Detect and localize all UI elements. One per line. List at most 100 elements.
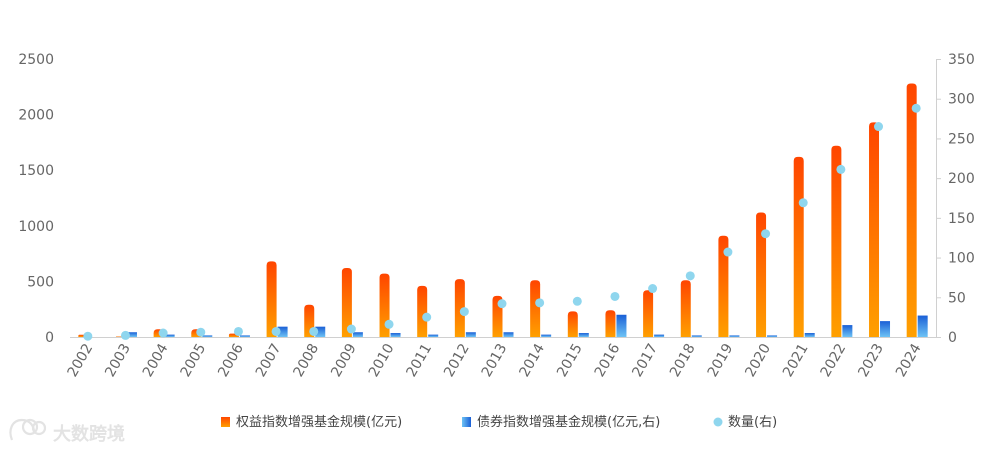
x-tick-label: 2019 [705,341,737,380]
legend: 权益指数增强基金规模(亿元) 债券指数增强基金规模(亿元,右) 数量(右) [221,414,777,430]
watermark-text: 大数跨境 [53,423,125,445]
legend-label-count: 数量(右) [728,415,777,430]
dot-count [648,284,658,294]
dot-count [911,103,921,113]
elephant-logo-icon [9,418,47,441]
bar-equity [567,311,578,337]
bar-equity [793,156,804,337]
x-tick-label: 2008 [291,341,323,380]
x-tick-label: 2009 [328,341,360,380]
legend-item-bond[interactable]: 债券指数增强基金规模(亿元,右) [462,414,660,430]
bar-bond [842,325,853,337]
dot-count [610,291,620,301]
dot-count [798,198,808,208]
dot-count [196,327,206,337]
dot-count [309,326,319,336]
bar-bond [239,335,250,337]
dot-count [233,326,243,336]
x-tick-label: 2016 [592,341,624,380]
bar-bond [126,332,137,337]
bar-bond [654,334,665,337]
bar-equity [869,122,880,337]
bar-equity [718,235,729,337]
bar-equity [831,145,842,337]
y-right-tick-label: 300 [948,92,975,108]
bar-equity [341,268,352,337]
bar-equity [643,290,654,337]
dot-count [459,307,469,317]
x-tick-label: 2013 [479,341,511,380]
bar-bond [352,332,363,337]
legend-swatch-equity [221,417,230,427]
dot-count [497,299,507,309]
bar-bond [578,333,589,337]
bar-equity [530,280,541,337]
x-tick-label: 2011 [403,341,435,380]
legend-swatch-bond [462,417,471,427]
x-tick-label: 2010 [366,341,398,380]
bar-bond [503,332,514,337]
bar-equity [756,212,767,337]
dot-count [158,328,168,338]
x-tick-label: 2021 [780,341,812,380]
x-tick-label: 2024 [893,341,925,380]
dot-count [874,122,884,132]
legend-item-equity[interactable]: 权益指数增强基金规模(亿元) [221,414,402,430]
y-right-tick-label: 150 [948,211,975,227]
bar-bond [804,333,815,337]
bar-bond [729,335,740,337]
dot-count [120,330,130,340]
y-left-tick-label: 0 [45,330,54,346]
x-tick-label: 2022 [818,341,850,380]
x-tick-label: 2012 [441,341,473,380]
y-right-tick-label: 0 [948,330,957,346]
dot-count [346,324,356,334]
y-right-tick-label: 350 [948,52,975,68]
x-tick-label: 2003 [102,341,134,380]
x-tick-label: 2004 [140,341,172,380]
legend-item-count[interactable]: 数量(右) [713,415,778,430]
x-tick-label: 2023 [855,341,887,380]
y-right-tick-label: 50 [948,290,966,306]
x-tick-label: 2015 [554,341,586,380]
legend-swatch-count [713,417,723,427]
x-tick-label: 2017 [629,341,661,380]
x-tick-label: 2006 [215,341,247,380]
dot-count [535,298,545,308]
x-tick-label: 2007 [253,341,285,380]
bar-bond [428,334,439,337]
dot-count [761,229,771,239]
bar-bond [390,333,401,337]
dot-count [723,247,733,257]
y-right-tick-label: 250 [948,131,975,147]
y-left-tick-label: 1000 [18,219,54,235]
y-left-tick-label: 2500 [18,52,54,68]
y-left-tick-label: 500 [27,274,54,290]
bar-equity [605,310,616,337]
bar-equity [906,83,917,338]
y-left-tick-label: 2000 [18,108,54,124]
bar-equity [417,285,428,337]
dot-count [271,326,281,336]
dot-count [685,271,695,281]
x-tick-label: 2002 [65,341,97,380]
legend-label-equity: 权益指数增强基金规模(亿元) [236,414,402,430]
x-tick-label: 2005 [178,341,210,380]
bar-bond [164,334,175,337]
bar-bond [616,314,627,337]
dot-count [572,296,582,306]
y-left-tick-label: 1500 [18,163,54,179]
bar-bond [465,332,476,337]
dot-count [83,331,93,341]
watermark: 大数跨境 [9,418,125,445]
bar-bond [691,335,702,337]
bar-equity [454,279,465,337]
dot-count [836,164,846,174]
legend-label-bond: 债券指数增强基金规模(亿元,右) [477,414,660,430]
bar-bond [277,326,288,337]
bar-bond [202,335,213,337]
dot-count [422,312,432,322]
x-tick-label: 2020 [742,341,774,380]
x-tick-label: 2014 [516,341,548,380]
